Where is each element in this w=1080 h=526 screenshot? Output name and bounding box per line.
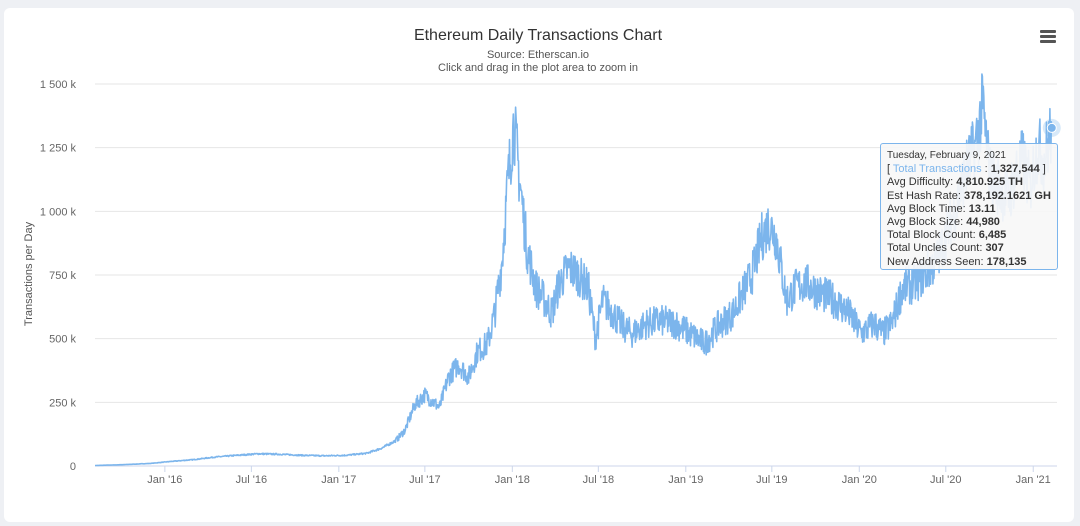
- y-tick-label: 1 500 k: [40, 79, 77, 91]
- x-tick-label: Jul '17: [409, 474, 440, 486]
- x-tick-label: Jan '16: [147, 474, 182, 486]
- tooltip-row-label: Avg Difficulty:: [887, 176, 957, 189]
- tooltip-row-label: Avg Block Size:: [887, 216, 967, 229]
- x-tick-labels: Jan '16 Jul '16 Jan '17 Jul '17 Jan '18 Jul '…: [147, 474, 1051, 486]
- x-tick-label: Jan '21: [1016, 474, 1051, 486]
- x-tick-label: Jul '16: [236, 474, 267, 486]
- y-tick-labels: 0 250 k 500 k 750 k 1 000 k 1 250 k 1 500 k: [40, 79, 77, 473]
- tooltip-row-value: 307: [985, 242, 1004, 255]
- tooltip-row-label: New Address Seen:: [887, 255, 987, 268]
- y-axis-label: Transactions per Day: [23, 221, 35, 326]
- x-tick-label: Jan '19: [668, 474, 703, 486]
- tooltip-row: Total Uncles Count: 307: [887, 242, 1057, 255]
- menu-bar: [1040, 40, 1056, 43]
- tooltip-date: Tuesday, February 9, 2021: [887, 150, 1006, 161]
- tooltip-series-row: [ Total Transactions : 1,327,544 ]: [887, 163, 1046, 176]
- series-line: [94, 73, 1053, 467]
- chart-title: Ethereum Daily Transactions Chart: [414, 27, 663, 44]
- x-tick-label: Jan '18: [495, 474, 530, 486]
- tooltip-row-label: Avg Block Time:: [887, 202, 969, 215]
- x-tick-label: Jul '18: [583, 474, 614, 486]
- tooltip: Tuesday, February 9, 2021 [ Total Transa…: [880, 143, 1058, 270]
- y-tick-label: 0: [70, 461, 76, 473]
- tooltip-row-label: Total Block Count:: [887, 229, 979, 242]
- tooltip-row: Est Hash Rate: 378,192.1621 GH: [887, 190, 1057, 203]
- tooltip-row-value: 44,980: [966, 216, 1000, 229]
- tooltip-row: Avg Block Size: 44,980: [887, 216, 1057, 229]
- menu-bar: [1040, 30, 1056, 33]
- tooltip-row: Total Block Count: 6,485: [887, 229, 1057, 242]
- y-tick-label: 1 000 k: [40, 206, 77, 218]
- tooltip-series-value: 1,327,544: [990, 163, 1040, 176]
- x-tick-label: Jul '19: [756, 474, 787, 486]
- tooltip-row-label: Total Uncles Count:: [887, 242, 986, 255]
- tooltip-row-value: 4,810.925 TH: [956, 176, 1023, 189]
- x-tick-label: Jul '20: [930, 474, 961, 486]
- x-tick-label: Jan '17: [321, 474, 356, 486]
- tooltip-row: New Address Seen: 178,135: [887, 256, 1057, 269]
- tooltip-series-label: Total Transactions: [892, 163, 982, 176]
- tooltip-row-label: Est Hash Rate:: [887, 189, 965, 202]
- hamburger-icon[interactable]: [1040, 30, 1056, 44]
- tooltip-row: Avg Difficulty: 4,810.925 TH: [887, 176, 1057, 189]
- tooltip-row-value: 178,135: [986, 255, 1027, 268]
- x-tick-label: Jan '20: [842, 474, 877, 486]
- y-tick-label: 500 k: [49, 334, 76, 346]
- y-tick-label: 750 k: [49, 270, 76, 282]
- tooltip-row-value: 13.11: [968, 202, 996, 215]
- y-tick-label: 1 250 k: [40, 143, 77, 155]
- highlight-point: [1046, 122, 1057, 133]
- tooltip-row-value: 6,485: [978, 229, 1007, 242]
- menu-bar: [1040, 35, 1056, 38]
- series-group: [94, 73, 1061, 467]
- tooltip-row-value: 378,192.1621 GH: [964, 189, 1051, 202]
- chart-subtitle-source: Source: Etherscan.io: [487, 49, 589, 61]
- y-tick-label: 250 k: [49, 397, 76, 409]
- tooltip-row: Avg Block Time: 13.11: [887, 203, 1057, 216]
- chart-subtitle-hint: Click and drag in the plot area to zoom …: [438, 62, 638, 74]
- tooltip-rows: Avg Difficulty: 4,810.925 TH Est Hash Rat…: [887, 176, 1057, 268]
